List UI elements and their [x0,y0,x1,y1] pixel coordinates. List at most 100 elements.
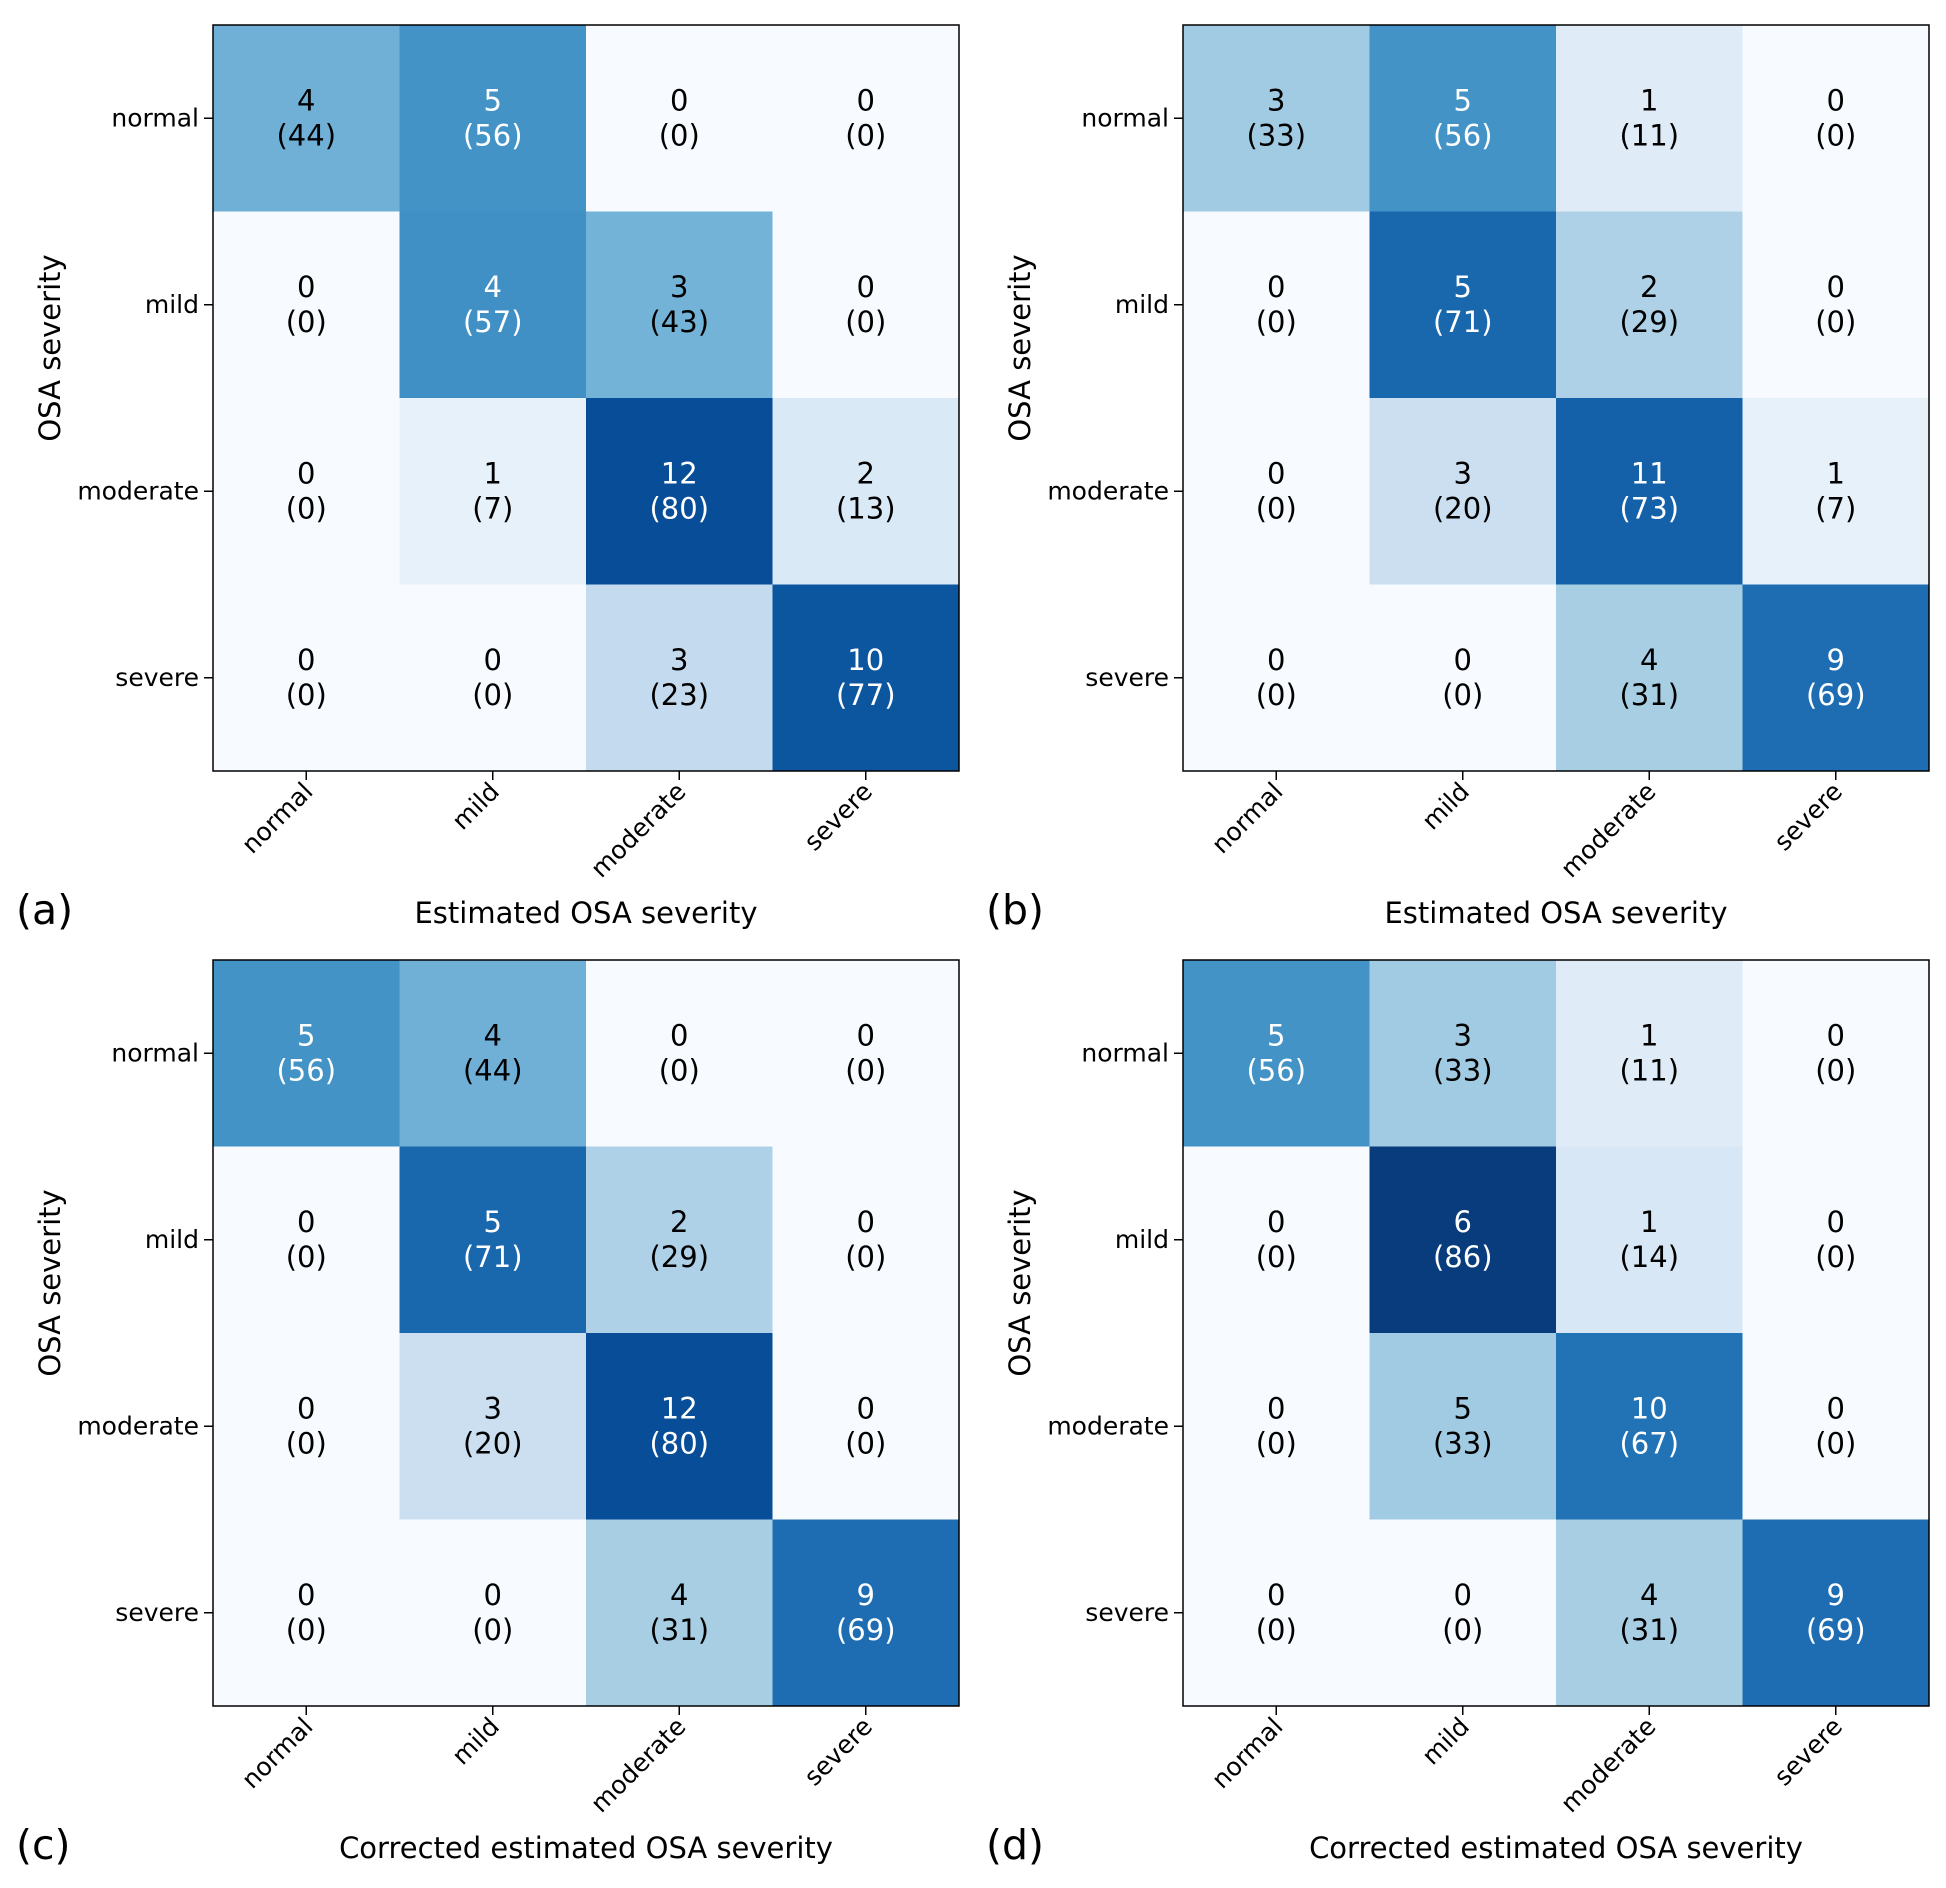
heatmap-cell [1369,211,1557,399]
x-tick-label: mild [446,1712,505,1771]
cell-percent-label: (0) [1256,678,1297,712]
cell-percent-label: (31) [1619,1613,1679,1647]
heatmap-cell [213,1146,400,1334]
heatmap-cell [586,1333,773,1520]
y-axis-title: OSA severity [33,1189,67,1376]
heatmap-cell [213,1519,400,1707]
cell-count-label: 0 [1267,456,1285,490]
heatmap-cell [586,960,773,1147]
heatmap-cell [1556,1146,1743,1334]
cell-percent-label: (56) [276,1053,336,1087]
cell-count-label: 4 [670,1578,688,1612]
cell-percent-label: (56) [1246,1053,1306,1087]
cell-count-label: 0 [1267,1205,1285,1239]
cell-percent-label: (0) [1815,1053,1856,1087]
x-axis-title: Estimated OSA severity [1384,896,1727,930]
cell-count-label: 0 [670,1018,688,1052]
cell-count-label: 1 [1827,456,1845,490]
cell-count-label: 3 [1267,83,1285,117]
cell-count-label: 0 [484,643,502,677]
cell-count-label: 0 [857,1391,875,1425]
cell-percent-label: (71) [1433,305,1493,339]
cell-percent-label: (69) [1806,678,1866,712]
heatmap-cell [213,1333,400,1520]
cell-percent-label: (31) [1619,678,1679,712]
cell-count-label: 0 [857,1018,875,1052]
cell-percent-label: (0) [1256,305,1297,339]
x-tick-label: severe [798,1712,878,1792]
heatmap-cell [399,1333,587,1520]
heatmap-cell [772,1146,960,1334]
cell-count-label: 0 [1267,1578,1285,1612]
x-tick-label: normal [1206,777,1288,859]
cell-count-label: 12 [661,1391,698,1425]
heatmap-cell [213,960,400,1147]
cell-percent-label: (86) [1433,1240,1493,1274]
heatmap-cell [213,211,400,399]
cell-count-label: 5 [1454,83,1472,117]
y-tick-label: normal [1081,103,1169,132]
cell-percent-label: (0) [659,118,700,152]
cell-count-label: 0 [1267,643,1285,677]
heatmap-cell [586,211,773,399]
heatmap-cell [1742,584,1930,772]
heatmap-panel-d: 5(56)3(33)1(11)0(0)0(0)6(86)1(14)0(0)0(0… [986,959,1930,1869]
cell-percent-label: (20) [463,1426,523,1460]
heatmap-cell [1556,1519,1743,1707]
cell-count-label: 3 [670,643,688,677]
y-axis-title: OSA severity [1003,254,1037,441]
heatmap-cell [399,960,587,1147]
heatmap-cell [399,584,587,772]
heatmap-cell [772,211,960,399]
cell-percent-label: (0) [1256,491,1297,525]
heatmap-cell [1556,211,1743,399]
cell-percent-label: (80) [649,1426,709,1460]
cell-percent-label: (44) [463,1053,523,1087]
heatmap-cell [1742,1333,1930,1520]
cell-percent-label: (0) [659,1053,700,1087]
y-tick-label: mild [1115,1225,1169,1254]
cell-percent-label: (23) [649,678,709,712]
heatmap-cell [1742,960,1930,1147]
cell-percent-label: (56) [463,118,523,152]
heatmap-cell [586,25,773,212]
cell-count-label: 0 [670,83,688,117]
heatmap-cell [772,1333,960,1520]
y-tick-label: moderate [77,1411,199,1440]
cell-count-label: 0 [1454,643,1472,677]
cell-count-label: 6 [1454,1205,1472,1239]
cell-count-label: 1 [1640,83,1658,117]
x-tick-label: severe [798,777,878,857]
cell-count-label: 3 [1454,456,1472,490]
cell-percent-label: (33) [1433,1426,1493,1460]
heatmap-cell [1556,1333,1743,1520]
cell-percent-label: (57) [463,305,523,339]
cell-percent-label: (13) [836,491,896,525]
y-tick-label: moderate [77,476,199,505]
cell-count-label: 2 [857,456,875,490]
y-tick-label: severe [115,1598,199,1627]
cell-percent-label: (0) [286,678,327,712]
cell-percent-label: (77) [836,678,896,712]
heatmap-cell [1369,584,1557,772]
heatmap-cell [1183,1146,1370,1334]
cell-percent-label: (0) [1256,1426,1297,1460]
plot-frame [212,959,960,1707]
cell-count-label: 3 [1454,1018,1472,1052]
heatmap-cell [1369,1333,1557,1520]
cell-percent-label: (56) [1433,118,1493,152]
cell-percent-label: (0) [1442,1613,1483,1647]
heatmap-cell [1742,398,1930,585]
heatmap-cell [1556,584,1743,772]
heatmap-cell [1369,398,1557,585]
cell-count-label: 0 [297,1578,315,1612]
cell-count-label: 0 [297,1391,315,1425]
heatmap-cell [1183,25,1370,212]
cell-count-label: 1 [1640,1205,1658,1239]
cell-count-label: 1 [484,456,502,490]
cell-percent-label: (7) [1815,491,1856,525]
heatmap-cell [213,25,400,212]
heatmap-cell [399,1146,587,1334]
